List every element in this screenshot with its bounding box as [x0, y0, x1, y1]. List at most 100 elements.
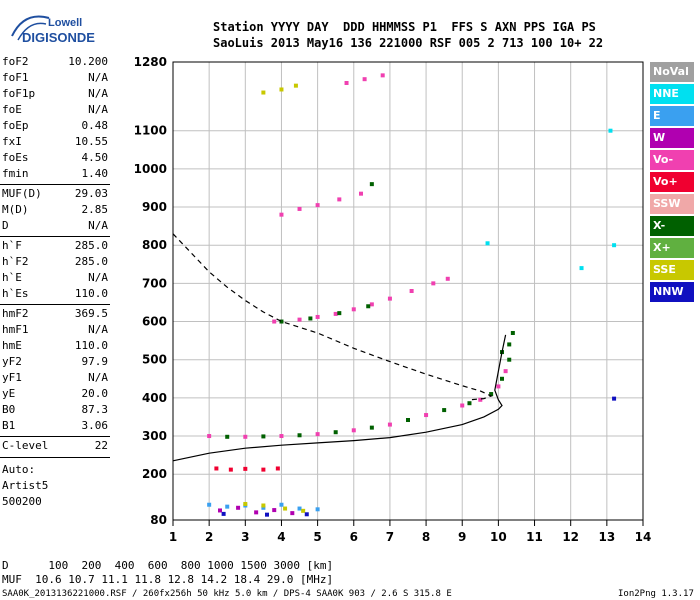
x-tick-label: 3 — [241, 530, 249, 544]
y-tick-label: 700 — [142, 276, 167, 290]
param-label: foF1 — [2, 71, 29, 84]
data-point — [243, 501, 248, 506]
param-value: N/A — [88, 371, 108, 384]
param-label: h`F2 — [2, 255, 29, 268]
param-row-d: D N/A — [2, 219, 108, 235]
legend-item-e: E — [650, 106, 694, 126]
data-point — [265, 512, 269, 517]
param-label: D — [2, 219, 9, 232]
data-point — [612, 396, 617, 401]
param-value: 97.9 — [81, 355, 109, 368]
param-value: 369.5 — [74, 307, 108, 320]
x-tick-label: 12 — [562, 530, 579, 544]
param-label: fxI — [2, 135, 22, 148]
data-point — [290, 511, 295, 516]
param-label: yF1 — [2, 371, 22, 384]
data-point — [272, 319, 277, 324]
y-tick-label: 300 — [142, 429, 167, 443]
param-label: yF2 — [2, 355, 22, 368]
param-label: h`F — [2, 239, 22, 252]
data-point — [500, 350, 504, 355]
data-point — [500, 376, 504, 381]
param-separator — [0, 436, 110, 437]
x-tick-label: 10 — [490, 530, 507, 544]
data-point — [333, 430, 338, 435]
param-label: C-level — [2, 439, 49, 452]
param-label: foEp — [2, 119, 29, 132]
data-point — [510, 330, 515, 335]
logo-text-lowell: Lowell — [48, 17, 82, 29]
param-value: 1.40 — [81, 167, 109, 180]
data-point — [275, 466, 280, 471]
param-value: N/A — [88, 87, 108, 100]
data-point — [261, 505, 266, 510]
data-point — [424, 413, 429, 418]
auto-scaling-line1: Auto: — [2, 463, 36, 476]
param-separator — [0, 184, 110, 185]
data-point — [221, 511, 226, 516]
logo-text-digisonde: DIGISONDE — [22, 30, 95, 45]
data-point — [369, 302, 374, 307]
plot-axes: 1 2 3 4 5 6 7 8 9 10 11 12 13 14802003004005006007008… — [134, 55, 652, 544]
data-point — [261, 467, 266, 472]
x-tick-label: 7 — [386, 530, 394, 544]
data-point — [315, 314, 320, 319]
x-tick-label: 9 — [458, 530, 466, 544]
y-tick-label: 1280 — [134, 55, 167, 69]
param-value: 0.48 — [81, 119, 109, 132]
param-label: B1 — [2, 419, 16, 432]
x-tick-label: 1 — [169, 530, 177, 544]
x-tick-label: 5 — [313, 530, 321, 544]
param-separator — [0, 236, 110, 237]
y-tick-label: 80 — [150, 513, 167, 527]
legend-item-vo: Vo+ — [650, 172, 694, 192]
param-value: 110.0 — [74, 287, 108, 300]
data-point — [236, 505, 241, 510]
data-point — [485, 241, 490, 246]
param-row-b1: B1 3.06 — [2, 419, 108, 435]
y-tick-label: 1100 — [134, 124, 167, 138]
data-point — [387, 296, 392, 301]
data-point — [467, 401, 472, 406]
data-point — [315, 432, 320, 437]
x-tick-label: 4 — [277, 530, 285, 544]
param-value: N/A — [88, 219, 108, 232]
y-tick-label: 900 — [142, 200, 167, 214]
data-point — [243, 434, 248, 439]
data-point — [333, 311, 338, 316]
param-value: 10.200 — [68, 55, 108, 68]
param-value: 10.55 — [74, 135, 108, 148]
param-row-hf2: h`F2 285.0 — [2, 255, 108, 271]
data-point — [225, 434, 230, 439]
footer-version: Ion2Png 1.3.17 — [618, 589, 694, 599]
param-value: 285.0 — [74, 255, 108, 268]
data-point — [297, 433, 302, 438]
footer-file-info: SAA0K_2013136221000.RSF / 260fx256h 50 k… — [2, 589, 452, 599]
data-point — [406, 418, 410, 423]
plot-grid — [172, 61, 644, 521]
data-point — [344, 80, 349, 85]
param-value: N/A — [88, 323, 108, 336]
param-label: M(D) — [2, 203, 29, 216]
data-point — [308, 316, 313, 321]
legend-item-vo: Vo- — [650, 150, 694, 170]
footer-distance-line: D 100 200 400 600 800 1000 1500 3000 [km… — [2, 559, 334, 572]
param-value: N/A — [88, 103, 108, 116]
plot-curves — [172, 233, 507, 462]
param-value: 29.03 — [74, 187, 108, 200]
param-label: foE — [2, 103, 22, 116]
data-point — [359, 191, 363, 196]
data-point — [297, 317, 302, 322]
data-point — [489, 392, 494, 397]
x-tick-label: 2 — [205, 530, 213, 544]
data-point — [507, 342, 512, 347]
legend-item-sse: SSE — [650, 260, 694, 280]
y-tick-label: 600 — [142, 315, 167, 329]
data-point — [207, 502, 212, 507]
data-point — [445, 276, 450, 281]
param-label: h`E — [2, 271, 22, 284]
data-point — [351, 428, 356, 433]
param-label: hmF1 — [2, 323, 29, 336]
param-row-hme: hmE 110.0 — [2, 339, 108, 355]
data-point — [279, 87, 284, 92]
